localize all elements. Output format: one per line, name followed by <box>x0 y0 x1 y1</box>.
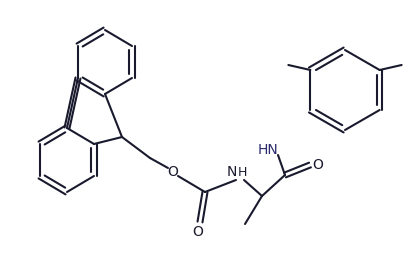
Text: O: O <box>167 165 178 179</box>
Text: N: N <box>226 165 237 179</box>
Text: H: H <box>237 165 247 179</box>
Text: HN: HN <box>257 143 278 157</box>
Text: O: O <box>312 158 323 172</box>
Text: O: O <box>192 225 203 239</box>
